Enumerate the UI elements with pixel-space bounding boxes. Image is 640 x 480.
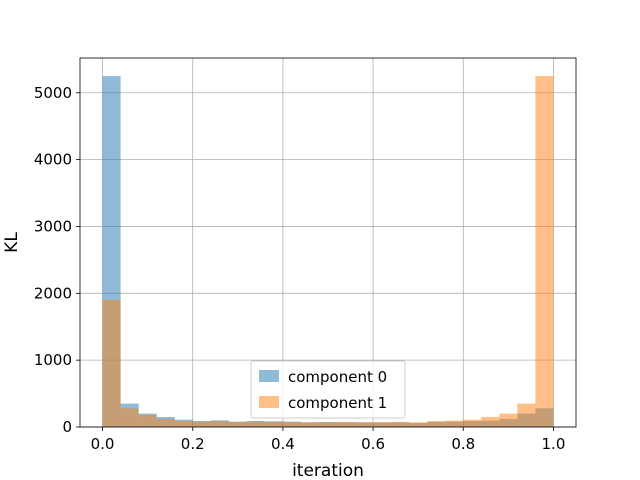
y-tick-label: 4000 [34, 151, 72, 169]
y-tick-label: 0 [62, 418, 72, 436]
bar-series-1-bin-12 [318, 422, 338, 427]
bar-series-1-bin-17 [409, 422, 428, 427]
bar-series-1-bin-23 [517, 403, 536, 427]
y-axis-ticks: 0 1000 2000 3000 4000 5000 [34, 84, 80, 436]
legend-label-0: component 0 [288, 368, 387, 386]
bar-series-1-bin-8 [246, 421, 265, 427]
bar-series-1-bin-7 [228, 421, 247, 427]
histogram-bars [102, 76, 554, 427]
x-tick-label: 0.0 [91, 435, 115, 453]
bar-series-1-bin-19 [445, 420, 464, 427]
bar-series-1-bin-4 [174, 420, 193, 427]
legend-swatch-1 [259, 396, 279, 408]
y-tick-label: 3000 [34, 217, 72, 235]
y-tick-label: 5000 [34, 84, 72, 102]
y-axis-label: KL [2, 232, 22, 253]
x-tick-label: 0.4 [271, 435, 295, 453]
bar-series-1-bin-2 [138, 414, 157, 427]
bar-series-1-bin-0 [102, 299, 121, 427]
bar-series-1-bin-10 [282, 421, 301, 427]
plot-frame [79, 57, 577, 428]
bar-series-1-bin-14 [355, 422, 374, 427]
bar-series-1-bin-21 [481, 416, 500, 427]
y-tick-label: 1000 [34, 351, 72, 369]
legend-swatch-0 [259, 370, 279, 382]
x-tick-label: 1.0 [542, 435, 566, 453]
bar-series-1-bin-11 [300, 422, 319, 427]
x-tick-label: 0.2 [181, 435, 205, 453]
bar-series-1-bin-5 [192, 421, 211, 427]
legend-box [250, 360, 406, 419]
bar-series-1-bin-16 [391, 421, 410, 427]
legend: component 0 component 1 [250, 360, 406, 419]
bar-series-1-bin-6 [210, 420, 229, 427]
series-1-bars [102, 76, 554, 427]
x-axis-label: iteration [292, 461, 364, 480]
x-axis-ticks: 0.0 0.2 0.4 0.6 0.8 1.0 [91, 427, 566, 453]
legend-label-1: component 1 [288, 394, 387, 412]
bar-series-1-bin-1 [120, 408, 139, 427]
bar-series-1-bin-20 [463, 419, 482, 427]
bar-series-1-bin-22 [499, 413, 518, 427]
x-tick-label: 0.6 [361, 435, 385, 453]
bar-series-1-bin-18 [427, 420, 446, 427]
x-tick-label: 0.8 [451, 435, 475, 453]
bar-series-1-bin-24 [535, 76, 554, 427]
bar-series-1-bin-3 [156, 418, 175, 427]
y-tick-label: 2000 [34, 284, 72, 302]
bar-series-1-bin-13 [337, 421, 356, 427]
bar-series-1-bin-9 [264, 421, 283, 427]
bar-series-1-bin-15 [373, 421, 392, 427]
